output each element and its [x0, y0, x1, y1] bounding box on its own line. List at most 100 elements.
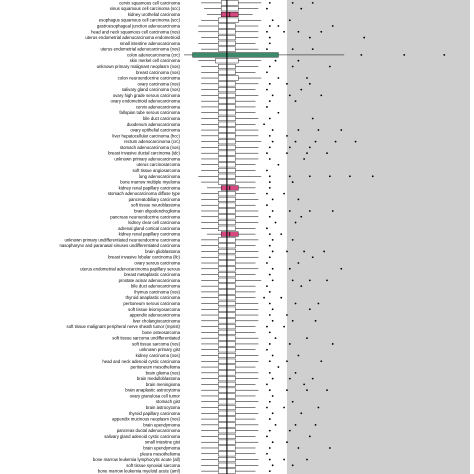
- outlier-point: [311, 377, 314, 380]
- outlier-point: [268, 389, 271, 392]
- outlier-point: [294, 302, 297, 305]
- category-label: liver hepatocellular carcinoma (hcc): [112, 133, 180, 138]
- outlier-point: [271, 412, 274, 415]
- outlier-point: [286, 360, 288, 363]
- outlier-point: [308, 36, 311, 39]
- outlier-point: [303, 250, 306, 253]
- outlier-point: [268, 215, 271, 218]
- outlier-point: [268, 458, 271, 461]
- outlier-point: [268, 418, 271, 420]
- outlier-point: [266, 169, 268, 172]
- category-label: breast invasive ductal carcinoma (idc): [108, 151, 180, 156]
- outlier-point: [266, 227, 268, 230]
- outlier-point: [266, 435, 268, 438]
- outlier-point: [268, 371, 271, 374]
- category-label: pancreas ductal adenocarcinoma: [117, 428, 181, 433]
- category-label: peritoneum mesothelioma: [131, 365, 181, 370]
- outlier-point: [268, 25, 271, 27]
- outlier-point: [288, 94, 291, 97]
- outlier-point: [268, 244, 271, 247]
- category-label: kidney renal papillary carcinoma: [119, 232, 181, 237]
- outlier-point: [268, 117, 271, 120]
- box: [220, 6, 239, 12]
- outlier-point: [303, 158, 306, 160]
- box-row: [201, 75, 308, 81]
- category-label: soft tissue malignant peripheral nerve s…: [67, 324, 181, 329]
- outlier-point: [266, 48, 268, 51]
- outlier-point: [291, 400, 294, 403]
- category-label: breast carcinoma (nos): [136, 70, 181, 75]
- outlier-point: [334, 140, 337, 143]
- category-label: peritoneum serous carcinoma: [123, 301, 180, 306]
- outlier-point: [317, 406, 320, 409]
- outlier-point: [288, 210, 291, 212]
- category-label: ovary carcinoma (nos): [137, 81, 180, 86]
- outlier-point: [266, 106, 268, 108]
- category-label: liver cholangiocarcinoma: [133, 318, 181, 323]
- outlier-point: [303, 383, 306, 386]
- outlier-point: [283, 192, 285, 195]
- outlier-point: [268, 1, 271, 4]
- category-label: soft tissue sarcoma (nos): [132, 341, 181, 346]
- outlier-point: [300, 412, 303, 415]
- category-label: colon adenocarcinoma (crc): [127, 52, 181, 57]
- outlier-point: [300, 285, 303, 288]
- outlier-point: [283, 406, 285, 409]
- outlier-point: [274, 337, 277, 340]
- category-label: uterus endometrial adenocarcinoma papill…: [80, 266, 180, 271]
- outlier-point: [286, 82, 288, 85]
- outlier-point: [263, 123, 265, 126]
- outlier-point: [271, 279, 274, 282]
- category-label: breast invasive lobular carcinoma (ilc): [108, 255, 180, 260]
- outlier-point: [403, 54, 406, 56]
- outlier-point: [266, 71, 268, 74]
- outlier-point: [274, 423, 277, 426]
- category-label: adrenal gland cortical carcinoma: [118, 226, 180, 231]
- category-label: lung adenocarcinoma: [139, 174, 181, 179]
- outlier-point: [300, 215, 303, 218]
- outlier-point: [283, 325, 285, 328]
- category-label: head and neck squamous cell carcinoma (n…: [91, 29, 180, 34]
- category-label: unknown primary undifferentiated neuroen…: [64, 237, 180, 242]
- category-label: unknown primary malignant neoplasm (nos): [97, 64, 181, 69]
- outlier-point: [340, 129, 343, 131]
- outlier-point: [306, 77, 308, 79]
- outlier-point: [268, 400, 271, 403]
- outlier-point: [323, 250, 326, 253]
- outlier-point: [317, 302, 320, 305]
- outlier-point: [311, 1, 314, 4]
- category-label: ovary serous carcinoma: [134, 261, 180, 266]
- category-label: pancreas neuroendocrine carcinoma: [110, 214, 180, 219]
- outlier-point: [268, 291, 271, 293]
- outlier-point: [271, 464, 274, 467]
- category-label: pleura mesothelioma: [140, 451, 180, 456]
- outlier-point: [288, 175, 291, 178]
- category-label: soft tissue leiomyosarcoma: [128, 307, 180, 312]
- outlier-point: [326, 279, 328, 282]
- outlier-point: [291, 1, 294, 4]
- outlier-point: [271, 238, 274, 241]
- box: [192, 52, 279, 58]
- category-label: brain glioblastoma: [145, 249, 180, 254]
- category-label: small intestine adenocarcinoma: [120, 41, 181, 46]
- outlier-point: [271, 308, 274, 311]
- outlier-point: [308, 308, 311, 311]
- outlier-point: [311, 48, 314, 51]
- category-label: bone marrow multiple myeloma: [120, 180, 180, 185]
- outlier-point: [268, 175, 271, 178]
- outlier-point: [306, 337, 308, 340]
- category-label: kidney clear cell carcinoma: [128, 220, 180, 225]
- outlier-point: [314, 319, 317, 322]
- outlier-point: [271, 441, 274, 444]
- outlier-point: [311, 256, 314, 259]
- outlier-point: [268, 42, 271, 45]
- category-label: brain glioma (nos): [146, 370, 181, 375]
- outlier-point: [268, 360, 271, 363]
- outlier-point: [271, 94, 274, 97]
- outlier-point: [268, 233, 271, 236]
- outlier-point: [268, 256, 271, 259]
- outlier-point: [326, 152, 328, 155]
- outlier-point: [297, 30, 300, 33]
- category-label: stomach adenocarcinoma (nos): [120, 145, 181, 150]
- category-label: stomach adenocarcinoma diffuse type: [108, 191, 181, 196]
